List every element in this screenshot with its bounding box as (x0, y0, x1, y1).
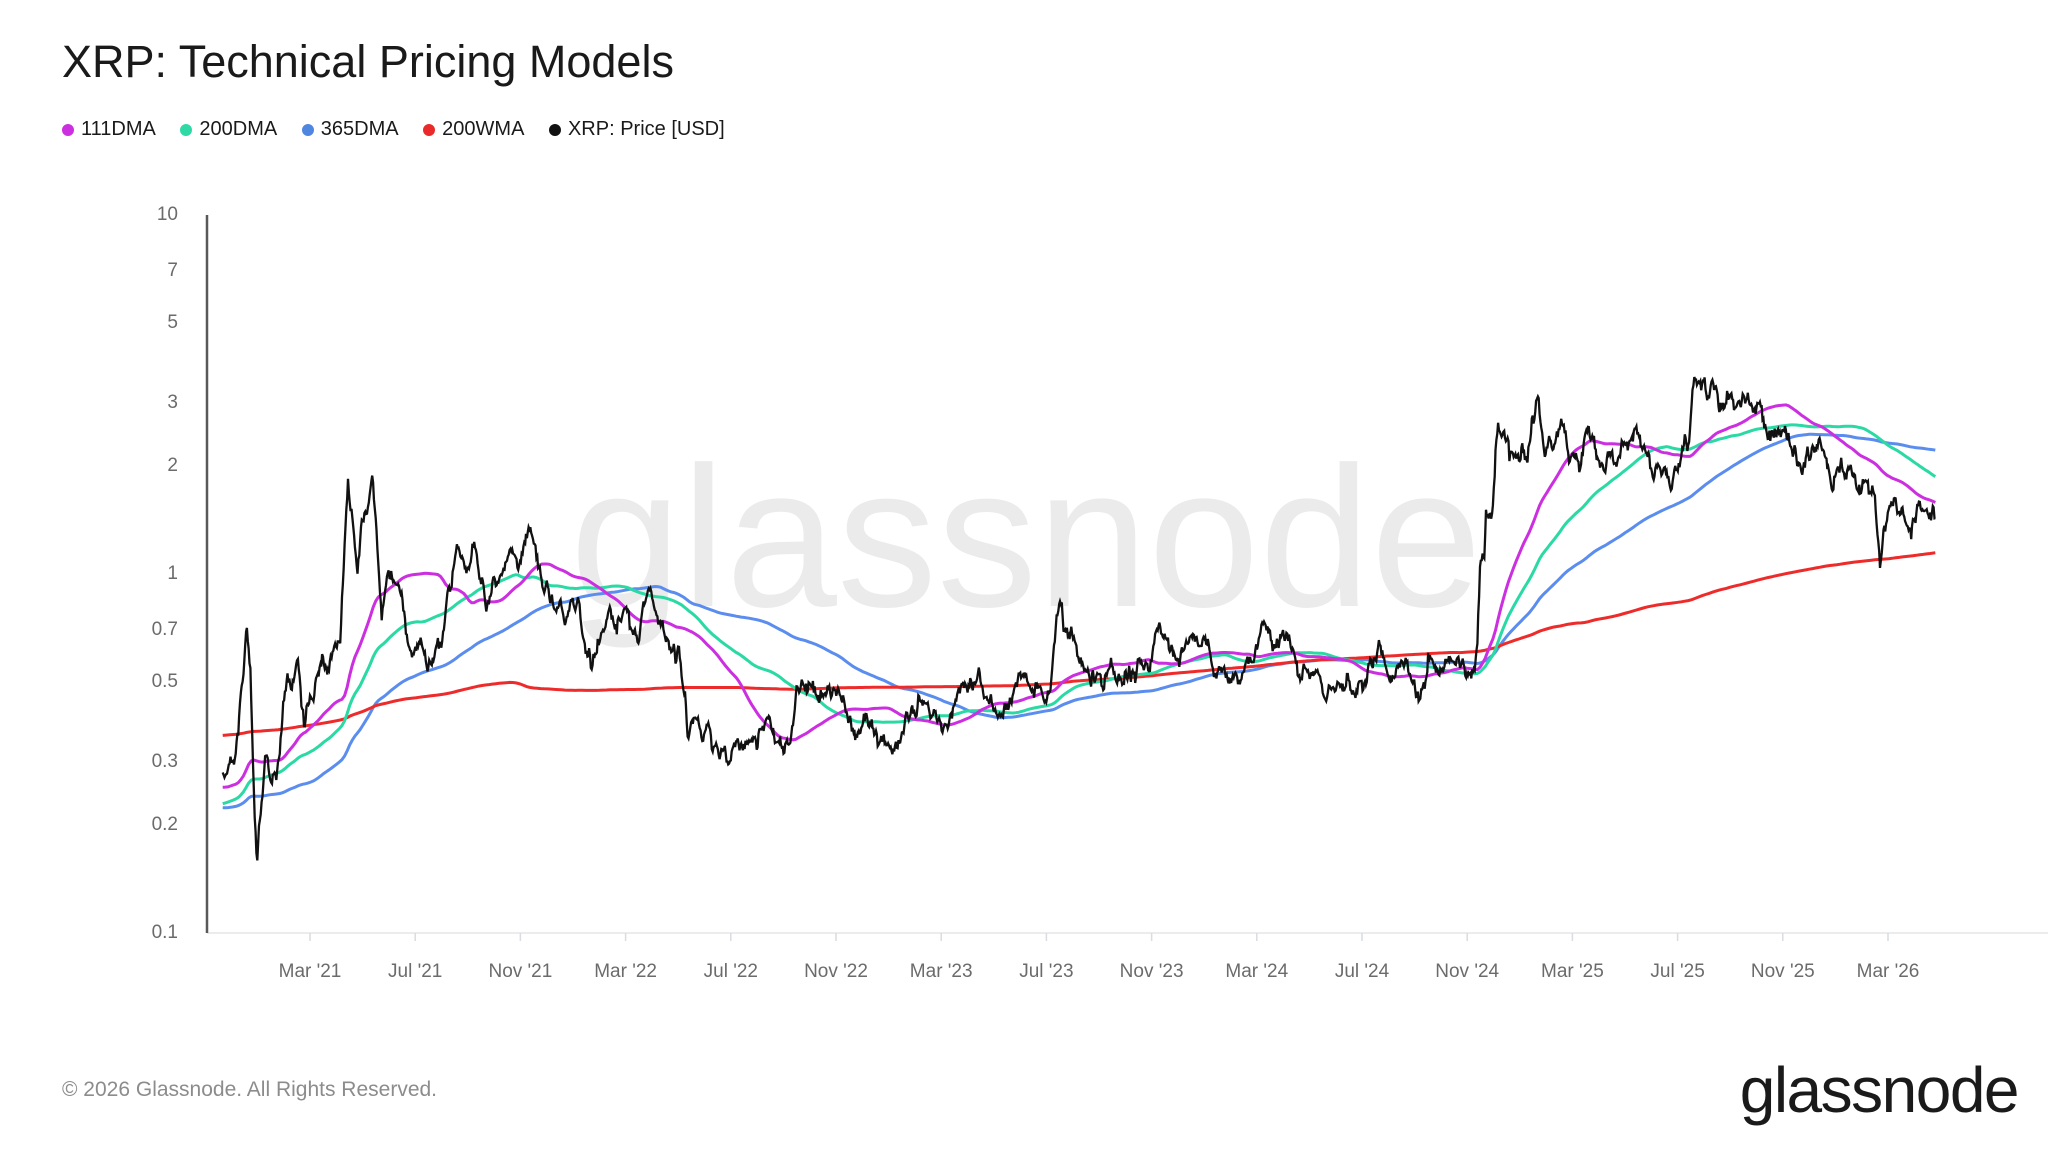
svg-text:glassnode: glassnode (570, 426, 1482, 649)
